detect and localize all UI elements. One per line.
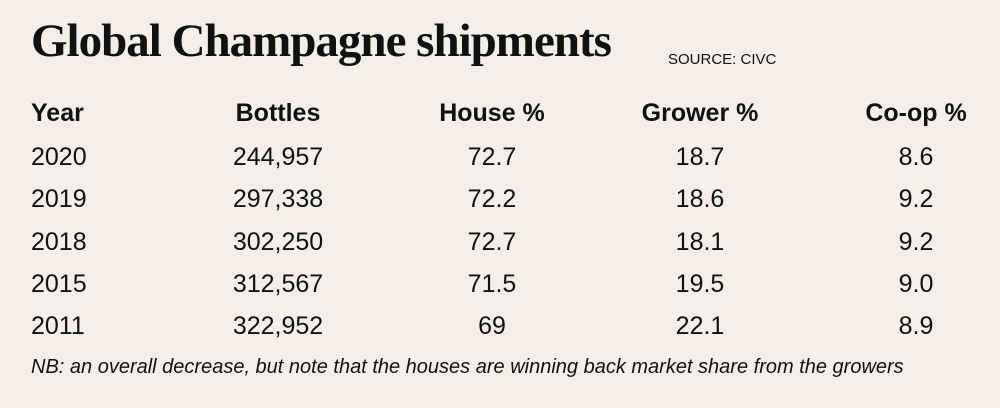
table-cell: 312,567 bbox=[232, 269, 324, 298]
column-header: Year bbox=[31, 99, 84, 127]
table-cell: 71.5 bbox=[467, 269, 517, 298]
table-cell: 2011 bbox=[31, 312, 85, 341]
column-header: House % bbox=[439, 99, 545, 127]
table-cell: 9.2 bbox=[898, 227, 934, 256]
table-cell: 302,250 bbox=[232, 227, 324, 256]
column-header: Bottles bbox=[235, 99, 321, 127]
table-cell: 2020 bbox=[31, 143, 87, 171]
title: Global Champagne shipments bbox=[31, 15, 612, 67]
table-cell: 2019 bbox=[31, 185, 87, 214]
column-header: Co-op % bbox=[865, 99, 967, 127]
source: SOURCE: CIVC bbox=[668, 51, 777, 68]
table-cell: 18.1 bbox=[675, 227, 725, 256]
table-cell: 18.6 bbox=[675, 185, 725, 214]
table-cell: 2018 bbox=[31, 227, 87, 256]
table-cell: 69 bbox=[478, 312, 506, 341]
table-cell: 297,338 bbox=[232, 185, 324, 214]
table-cell: 18.7 bbox=[675, 143, 725, 171]
note: NB: an overall decrease, but note that t… bbox=[31, 356, 904, 378]
table-cell: 19.5 bbox=[675, 269, 725, 298]
table-cell: 72.2 bbox=[467, 185, 517, 214]
table-cell: 72.7 bbox=[467, 143, 517, 171]
table-cell: 72.7 bbox=[467, 227, 517, 256]
table-cell: 244,957 bbox=[232, 143, 324, 171]
table-cell: 8.9 bbox=[898, 312, 934, 341]
table-cell: 9.2 bbox=[898, 185, 934, 214]
table-cell: 8.6 bbox=[898, 143, 934, 171]
table-cell: 9.0 bbox=[898, 269, 934, 298]
table-cell: 322,952 bbox=[232, 312, 324, 341]
column-header: Grower % bbox=[641, 99, 759, 127]
table-cell: 22.1 bbox=[675, 312, 725, 341]
table-cell: 2015 bbox=[31, 269, 87, 298]
